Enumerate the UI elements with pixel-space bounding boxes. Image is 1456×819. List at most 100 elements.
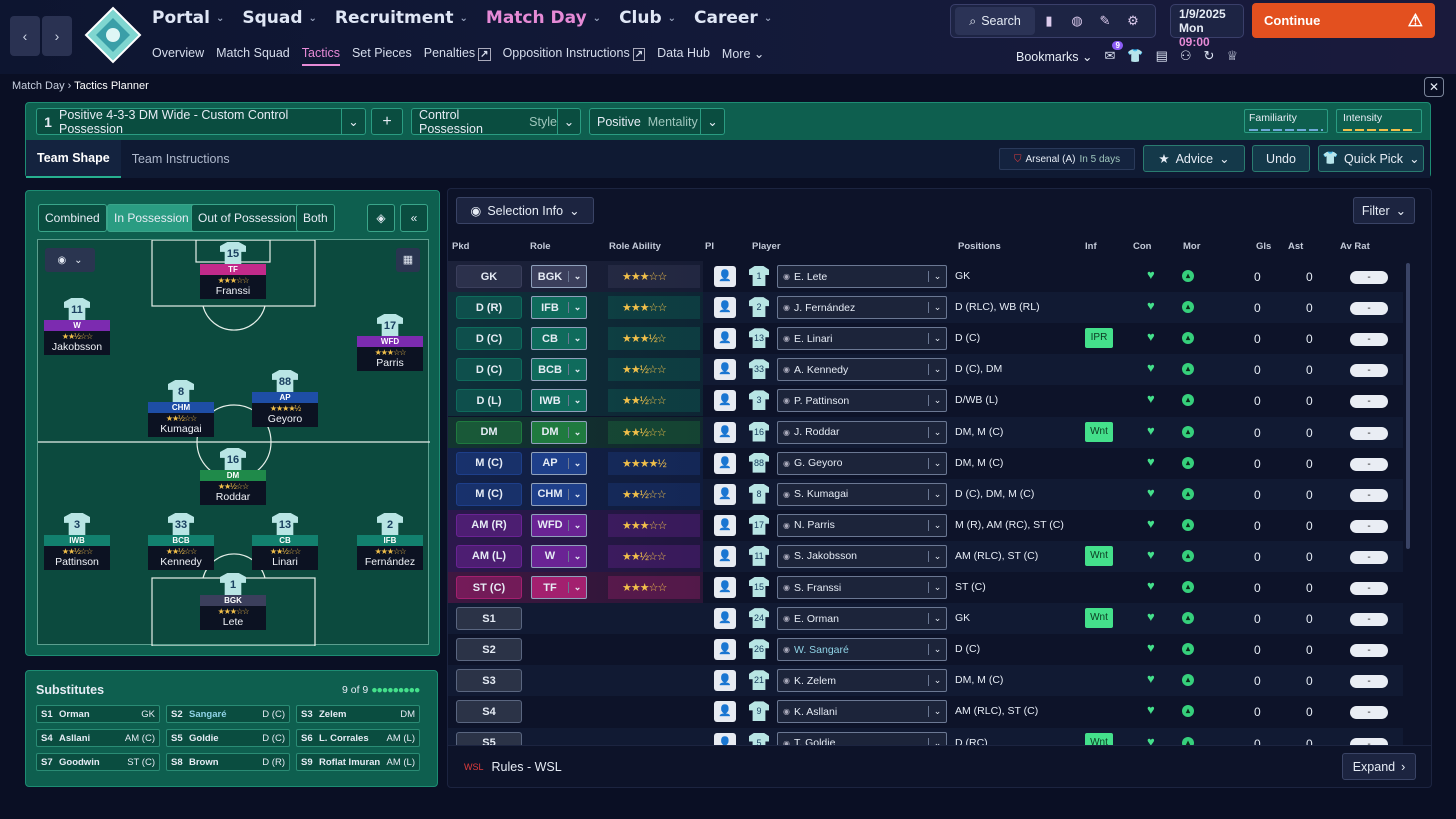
pitch-player[interactable]: 3 IWB ★★½☆☆ Pattinson — [44, 513, 110, 570]
subnav-overview[interactable]: Overview — [152, 46, 205, 60]
picked-position[interactable]: S1 — [456, 607, 522, 631]
player-instructions-icon[interactable]: 👤 — [714, 452, 736, 474]
column-header[interactable]: Inf — [1085, 241, 1097, 252]
search-button[interactable]: ⌕ Search — [955, 7, 1035, 35]
role-select[interactable]: WFD ⌄ — [531, 513, 587, 537]
picked-position[interactable]: AM (L) — [456, 544, 522, 568]
subnav-more[interactable]: More ⌄ — [721, 47, 765, 61]
substitute-slot[interactable]: S7 Goodwin ST (C) — [36, 753, 160, 771]
role-select[interactable]: DM ⌄ — [531, 420, 587, 444]
table-row[interactable]: S4 👤 9 ◉ K. Asllani ⌄ AM (RLC), ST (C) ♥ ▴ 0… — [448, 696, 1403, 727]
column-header[interactable]: Pkd — [452, 241, 470, 252]
substitute-slot[interactable]: S1 Orman GK — [36, 705, 160, 723]
player-instructions-icon[interactable]: 👤 — [714, 608, 736, 630]
player-instructions-icon[interactable]: 👤 — [714, 670, 736, 692]
player-select[interactable]: ◉ S. Kumagai ⌄ — [777, 482, 947, 506]
role-select[interactable]: AP ⌄ — [531, 451, 587, 475]
pen-icon[interactable]: ✎ — [1099, 13, 1111, 28]
column-header[interactable]: Ast — [1288, 241, 1304, 252]
column-header[interactable]: Positions — [958, 241, 1001, 252]
substitute-slot[interactable]: S4 Asllani AM (C) — [36, 729, 160, 747]
phase-in-possession[interactable]: In Possession — [107, 204, 196, 232]
player-instructions-icon[interactable]: 👤 — [714, 421, 736, 443]
pitch-player[interactable]: 13 CB ★★½☆☆ Linari — [252, 513, 318, 570]
table-row[interactable]: D (C) CB ⌄ ★★★½☆ 👤 13 ◉ E. Linari ⌄ D (C) IPR ♥… — [448, 323, 1403, 355]
expand-button[interactable]: Expand › — [1342, 753, 1416, 780]
grid-icon[interactable]: ▦ — [396, 248, 420, 272]
pitch-player[interactable]: 17 WFD ★★★☆☆ Parris — [357, 314, 423, 371]
shirt-icon[interactable]: 👕 — [1127, 48, 1144, 63]
add-tactic-button[interactable]: + — [371, 108, 403, 135]
player-select[interactable]: ◉ K. Zelem ⌄ — [777, 669, 947, 693]
collapse-icon[interactable]: « — [400, 204, 428, 232]
table-row[interactable]: S1 👤 24 ◉ E. Orman ⌄ GK Wnt ♥ ▴ 0 0 - — [448, 603, 1403, 635]
tab-team-instructions[interactable]: Team Instructions — [131, 152, 230, 166]
subnav-opposition-instructions[interactable]: Opposition Instructions ↗ — [502, 46, 646, 61]
staff-icon[interactable]: ⚇ — [1179, 48, 1192, 63]
table-row[interactable]: D (R) IFB ⌄ ★★★☆☆ 👤 2 ◉ J. Fernández ⌄ D (RLC… — [448, 292, 1403, 324]
table-row[interactable]: M (C) CHM ⌄ ★★½☆☆ 👤 8 ◉ S. Kumagai ⌄ D (C), D… — [448, 478, 1403, 510]
inbox-icon[interactable]: ✉ 9 — [1104, 41, 1123, 64]
picked-position[interactable]: DM — [456, 420, 522, 444]
nav-portal[interactable]: Portal ⌄ — [152, 8, 225, 28]
player-select[interactable]: ◉ S. Franssi ⌄ — [777, 576, 947, 599]
substitute-slot[interactable]: S8 Brown D (R) — [166, 753, 290, 771]
gear-icon[interactable]: ⚙ — [1127, 13, 1139, 28]
player-select[interactable]: ◉ E. Lete ⌄ — [777, 265, 947, 288]
table-row[interactable]: D (C) BCB ⌄ ★★½☆☆ 👤 33 ◉ A. Kennedy ⌄ D (C), … — [448, 354, 1403, 386]
crumb-match-day[interactable]: Match Day — [12, 80, 65, 92]
column-header[interactable]: Role Ability — [609, 241, 661, 252]
substitute-slot[interactable]: S2 Sangaré D (C) — [166, 705, 290, 723]
table-row[interactable]: S5 👤 5 ◉ T. Goldie ⌄ D (RC) Wnt ♥ ▴ 0 0 - — [448, 727, 1403, 745]
subnav-tactics[interactable]: Tactics — [301, 46, 340, 66]
continue-button[interactable]: Continue ⚠ — [1252, 3, 1435, 38]
clipboard-icon[interactable]: ▤ — [1155, 48, 1168, 63]
player-select[interactable]: ◉ S. Jakobsson ⌄ — [777, 544, 947, 568]
pitch-player[interactable]: 8 CHM ★★½☆☆ Kumagai — [148, 380, 214, 437]
player-select[interactable]: ◉ E. Linari ⌄ — [777, 327, 947, 351]
player-select[interactable]: ◉ W. Sangaré ⌄ — [777, 638, 947, 662]
undo-button[interactable]: Undo — [1252, 145, 1310, 172]
picked-position[interactable]: ST (C) — [456, 576, 522, 599]
table-row[interactable]: AM (L) W ⌄ ★★½☆☆ 👤 11 ◉ S. Jakobsson ⌄ AM (RL… — [448, 540, 1403, 572]
pitch-player[interactable]: 33 BCB ★★½☆☆ Kennedy — [148, 513, 214, 570]
player-instructions-icon[interactable]: 👤 — [714, 545, 736, 567]
phase-combined[interactable]: Combined — [38, 204, 107, 232]
table-row[interactable]: S3 👤 21 ◉ K. Zelem ⌄ DM, M (C) ♥ ▴ 0 0 - — [448, 665, 1403, 697]
table-row[interactable]: M (C) AP ⌄ ★★★★½ 👤 88 ◉ G. Geyoro ⌄ DM, M (C)… — [448, 447, 1403, 479]
style-select[interactable]: Control Possession Style ⌄ — [411, 108, 581, 136]
table-row[interactable]: ST (C) TF ⌄ ★★★☆☆ 👤 15 ◉ S. Franssi ⌄ ST (C) ♥… — [448, 572, 1403, 603]
picked-position[interactable]: M (C) — [456, 451, 522, 475]
mentality-select[interactable]: Positive Mentality ⌄ — [589, 108, 725, 135]
player-instructions-icon[interactable]: 👤 — [714, 701, 736, 723]
subnav-data-hub[interactable]: Data Hub — [657, 46, 710, 60]
quick-pick-button[interactable]: 👕 Quick Pick ⌄ — [1318, 145, 1424, 172]
player-select[interactable]: ◉ E. Orman ⌄ — [777, 607, 947, 631]
subnav-penalties[interactable]: Penalties ↗ — [423, 46, 491, 61]
role-select[interactable]: BGK ⌄ — [531, 265, 587, 288]
pitch-player[interactable]: 88 AP ★★★★½ Geyoro — [252, 370, 318, 427]
picked-position[interactable]: D (C) — [456, 327, 522, 351]
phase-out-of-possession[interactable]: Out of Possession — [191, 204, 303, 232]
view-toggle[interactable]: ◉ ⌄ — [45, 248, 95, 272]
phase-both[interactable]: Both — [296, 204, 335, 232]
substitute-slot[interactable]: S6 L. Corrales AM (L) — [296, 729, 420, 747]
player-select[interactable]: ◉ J. Fernández ⌄ — [777, 296, 947, 320]
close-button[interactable]: ✕ — [1424, 77, 1444, 97]
pitch-player[interactable]: 15 TF ★★★☆☆ Franssi — [200, 242, 266, 299]
column-header[interactable]: Gls — [1256, 241, 1272, 252]
pitch-player[interactable]: 16 DM ★★½☆☆ Roddar — [200, 448, 266, 505]
pitch-player[interactable]: 1 BGK ★★★☆☆ Lete — [200, 573, 266, 630]
player-select[interactable]: ◉ T. Goldie ⌄ — [777, 731, 947, 745]
pitch-player[interactable]: 2 IFB ★★★☆☆ Fernández — [357, 513, 423, 570]
formation-icon[interactable]: ◈ — [367, 204, 395, 232]
picked-position[interactable]: D (C) — [456, 358, 522, 382]
picked-position[interactable]: D (L) — [456, 389, 522, 413]
advice-button[interactable]: ★ Advice ⌄ — [1143, 145, 1245, 172]
picked-position[interactable]: AM (R) — [456, 513, 522, 537]
club-logo-icon[interactable] — [84, 6, 142, 64]
nav-career[interactable]: Career ⌄ — [694, 8, 773, 28]
player-instructions-icon[interactable]: 👤 — [714, 514, 736, 536]
table-row[interactable]: DM DM ⌄ ★★½☆☆ 👤 16 ◉ J. Roddar ⌄ DM, M (C) Wnt… — [448, 416, 1403, 448]
player-select[interactable]: ◉ A. Kennedy ⌄ — [777, 358, 947, 382]
